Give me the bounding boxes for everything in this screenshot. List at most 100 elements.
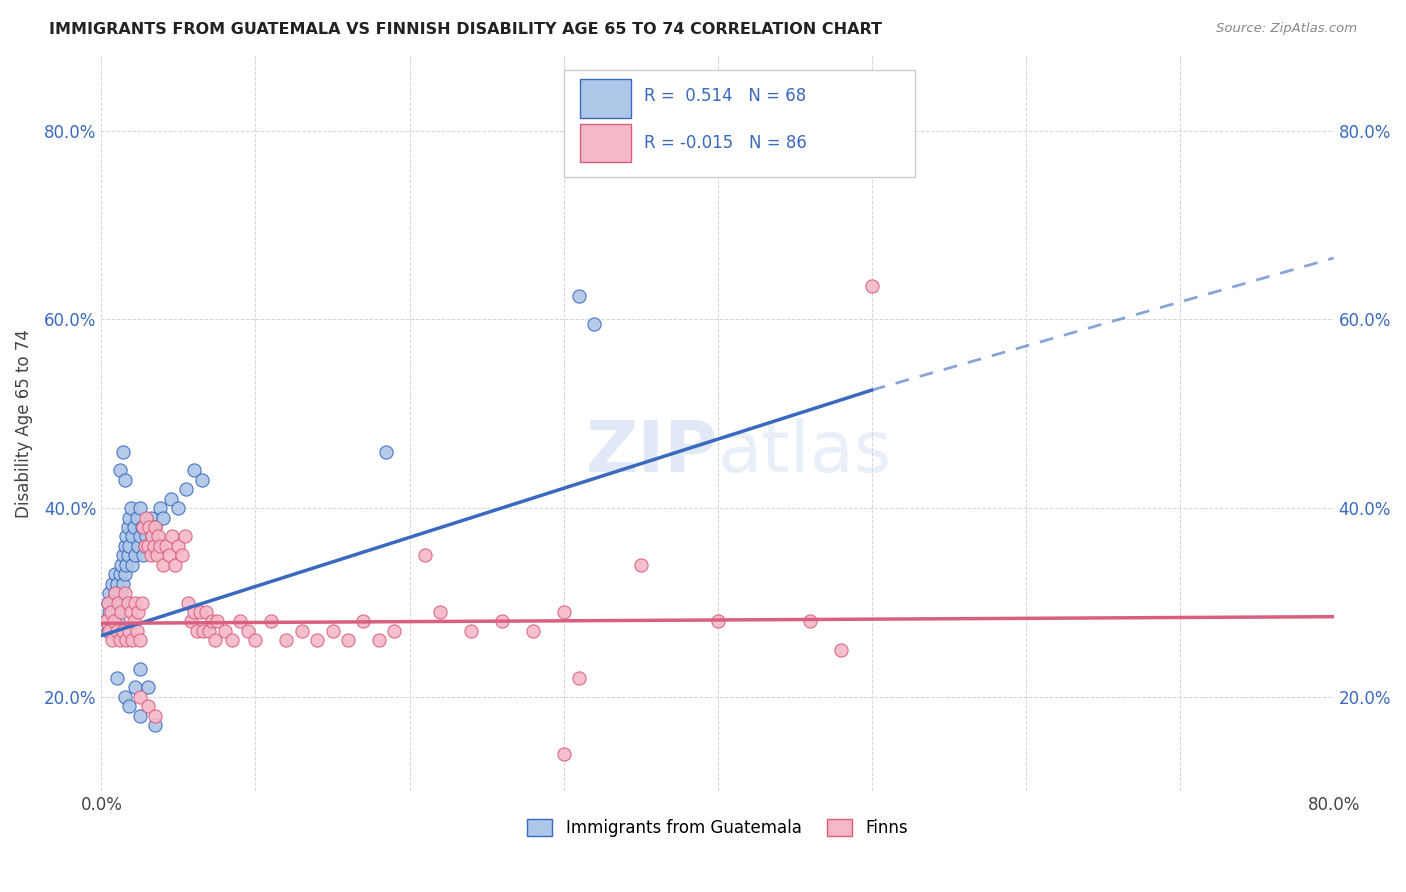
Point: [142, 539, 165, 553]
Point: [157, 549, 180, 563]
Text: Source: ZipAtlas.com: Source: ZipAtlas.com: [1216, 22, 1357, 36]
Point: [201, 615, 224, 629]
Point: [460, 624, 482, 638]
Point: [105, 671, 128, 685]
Point: [114, 690, 136, 704]
Point: [121, 529, 143, 543]
Point: [120, 605, 142, 619]
Point: [145, 708, 167, 723]
Point: [180, 615, 202, 629]
Point: [112, 576, 135, 591]
Point: [107, 615, 129, 629]
Point: [100, 624, 122, 638]
Point: [117, 549, 139, 563]
Point: [110, 586, 132, 600]
Point: [491, 615, 513, 629]
Point: [141, 529, 163, 543]
Point: [127, 539, 149, 553]
Point: [149, 539, 172, 553]
Point: [103, 615, 125, 629]
Point: [94, 615, 117, 629]
Point: [114, 567, 136, 582]
Point: [129, 529, 152, 543]
Point: [118, 624, 141, 638]
Point: [136, 699, 159, 714]
Point: [173, 529, 195, 543]
Point: [205, 615, 228, 629]
Point: [170, 549, 193, 563]
Point: [152, 558, 174, 572]
Point: [245, 633, 267, 648]
Point: [97, 624, 120, 638]
Point: [129, 662, 152, 676]
Point: [121, 558, 143, 572]
Point: [799, 615, 821, 629]
Point: [136, 539, 159, 553]
Point: [195, 605, 218, 619]
Point: [149, 501, 172, 516]
Point: [568, 671, 591, 685]
Point: [104, 586, 127, 600]
Point: [229, 615, 252, 629]
Point: [141, 529, 163, 543]
Point: [167, 501, 190, 516]
Point: [101, 633, 124, 648]
Point: [104, 567, 127, 582]
Point: [204, 633, 226, 648]
Point: [860, 836, 883, 850]
FancyBboxPatch shape: [579, 124, 631, 161]
Point: [553, 747, 575, 761]
Point: [155, 539, 177, 553]
Point: [108, 463, 131, 477]
Point: [139, 510, 162, 524]
Point: [108, 633, 131, 648]
Point: [98, 624, 121, 638]
Text: R =  0.514   N = 68: R = 0.514 N = 68: [644, 87, 806, 104]
Point: [112, 624, 135, 638]
Point: [583, 317, 606, 331]
Point: [191, 624, 214, 638]
Point: [236, 624, 259, 638]
Point: [129, 501, 152, 516]
Text: atlas: atlas: [717, 418, 891, 487]
Point: [132, 549, 155, 563]
Point: [115, 633, 138, 648]
Point: [145, 520, 167, 534]
Point: [112, 549, 135, 563]
Point: [129, 633, 152, 648]
Point: [108, 567, 131, 582]
Point: [104, 586, 127, 600]
Point: [830, 642, 852, 657]
Point: [110, 558, 132, 572]
Point: [131, 520, 153, 534]
Point: [429, 605, 451, 619]
Point: [174, 483, 197, 497]
Point: [125, 510, 148, 524]
Legend: Immigrants from Guatemala, Finns: Immigrants from Guatemala, Finns: [519, 811, 915, 846]
FancyBboxPatch shape: [564, 70, 915, 177]
Point: [186, 624, 208, 638]
Text: R = -0.015   N = 86: R = -0.015 N = 86: [644, 135, 807, 153]
Point: [307, 633, 329, 648]
Point: [375, 444, 398, 458]
Point: [190, 473, 212, 487]
Point: [105, 624, 128, 638]
Point: [124, 549, 146, 563]
Point: [177, 595, 200, 609]
Point: [110, 605, 132, 619]
Point: [117, 595, 139, 609]
Point: [132, 520, 155, 534]
Point: [100, 595, 122, 609]
Point: [117, 520, 139, 534]
Point: [108, 595, 131, 609]
Point: [139, 549, 162, 563]
Point: [188, 605, 211, 619]
Point: [114, 473, 136, 487]
Point: [103, 595, 125, 609]
Point: [136, 681, 159, 695]
Point: [522, 624, 544, 638]
Point: [737, 128, 759, 143]
Point: [97, 595, 120, 609]
Point: [198, 624, 221, 638]
Point: [122, 615, 145, 629]
